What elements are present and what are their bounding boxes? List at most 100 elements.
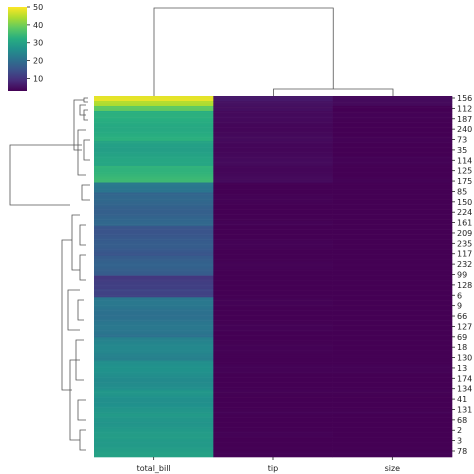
colorbar: 10 20 30 40 50 xyxy=(8,3,43,91)
heatmap-cell xyxy=(213,150,333,153)
heatmap-cell xyxy=(94,388,214,391)
heatmap-cell xyxy=(332,175,453,178)
heatmap-cell xyxy=(332,207,453,210)
heatmap-cell xyxy=(94,127,214,130)
heatmap-cell xyxy=(213,392,333,395)
heatmap-cell xyxy=(332,155,453,158)
heatmap-cell xyxy=(332,115,453,118)
heatmap-cell xyxy=(332,398,453,401)
heatmap-cell xyxy=(332,154,453,157)
heatmap-cell xyxy=(213,227,333,230)
heatmap-cell xyxy=(332,159,453,162)
heatmap-cell xyxy=(94,412,214,415)
heatmap-cell xyxy=(94,169,214,172)
heatmap-cell xyxy=(94,134,214,137)
heatmap-cell xyxy=(332,375,453,378)
heatmap-cell xyxy=(94,405,214,408)
heatmap-cell xyxy=(213,308,333,311)
heatmap-cell xyxy=(213,124,333,127)
heatmap-cell xyxy=(332,180,453,183)
heatmap-cell xyxy=(213,318,333,321)
heatmap-cell xyxy=(332,259,453,261)
heatmap-cell xyxy=(332,237,453,240)
heatmap-cell xyxy=(94,295,214,298)
heatmap-cell xyxy=(332,312,453,315)
heatmap-cell xyxy=(332,199,453,202)
heatmap-cell xyxy=(332,323,453,326)
column-dendrogram-link-tip-size xyxy=(273,88,394,96)
row-label: 209 xyxy=(457,229,472,238)
heatmap-cell xyxy=(213,157,333,160)
heatmap-cell xyxy=(332,219,453,222)
heatmap-cell xyxy=(213,109,333,112)
heatmap-cell xyxy=(332,423,453,426)
heatmap-cell xyxy=(94,200,214,203)
heatmap-cell xyxy=(213,267,333,270)
heatmap-cell xyxy=(94,274,214,276)
heatmap-cell xyxy=(332,413,453,416)
heatmap-cell xyxy=(213,425,333,428)
heatmap-cell xyxy=(94,214,214,217)
row-label: 187 xyxy=(457,115,472,124)
heatmap-cell xyxy=(94,259,214,261)
heatmap-cell xyxy=(94,192,214,195)
heatmap-cell xyxy=(332,393,453,396)
heatmap-cell xyxy=(213,313,333,316)
heatmap-cell xyxy=(94,325,214,328)
heatmap-cell xyxy=(332,333,453,336)
row-dendrogram-top-group-link xyxy=(73,99,84,151)
heatmap-cell xyxy=(213,237,333,240)
heatmap-cell xyxy=(213,212,333,215)
heatmap-cell xyxy=(332,350,453,353)
heatmap-cell xyxy=(332,292,453,295)
heatmap-cell xyxy=(94,249,214,252)
heatmap-cell xyxy=(94,410,214,413)
row-label: 18 xyxy=(457,343,467,352)
heatmap-cell xyxy=(213,209,333,212)
heatmap-cell xyxy=(332,322,453,325)
heatmap-cell xyxy=(94,167,214,170)
heatmap-cell xyxy=(332,179,453,182)
row-dendrogram-lower-cluster-link xyxy=(69,359,80,441)
heatmap-cell xyxy=(332,420,453,423)
heatmap-cell xyxy=(213,184,333,187)
heatmap-cell xyxy=(213,205,333,208)
heatmap-cell xyxy=(94,283,214,286)
heatmap-cell xyxy=(94,303,214,306)
heatmap-cell xyxy=(213,420,333,423)
heatmap-cell xyxy=(332,302,453,305)
row-dendrogram-top-subgroup-link xyxy=(79,104,86,116)
heatmap-cell xyxy=(213,437,333,439)
heatmap-cell xyxy=(94,433,214,436)
heatmap-cell xyxy=(213,104,333,107)
heatmap-cell xyxy=(94,162,214,165)
heatmap-cell xyxy=(332,132,453,135)
heatmap-cell xyxy=(213,355,333,358)
heatmap-cell xyxy=(94,229,214,232)
heatmap-cell xyxy=(213,190,333,193)
heatmap-cell xyxy=(94,428,214,431)
heatmap-cell xyxy=(213,402,333,405)
heatmap-cell xyxy=(213,432,333,435)
heatmap-cell xyxy=(213,155,333,158)
heatmap-cell xyxy=(213,452,333,454)
heatmap-cell xyxy=(94,312,214,315)
heatmap-cell xyxy=(213,353,333,356)
heatmap-cell xyxy=(332,372,453,375)
heatmap-cell xyxy=(213,383,333,386)
heatmap-cell xyxy=(94,237,214,240)
heatmap-cell xyxy=(94,119,214,122)
heatmap-cell xyxy=(332,212,453,215)
heatmap-cell xyxy=(332,280,453,283)
heatmap-cell xyxy=(213,428,333,431)
heatmap-cell xyxy=(213,352,333,355)
row-label: 41 xyxy=(457,395,467,404)
heatmap-cell xyxy=(332,124,453,127)
heatmap-cell xyxy=(213,100,333,103)
heatmap-cell xyxy=(213,378,333,381)
heatmap-cell xyxy=(94,149,214,152)
heatmap-cell xyxy=(332,300,453,303)
heatmap-cell xyxy=(94,445,214,448)
heatmap-cell xyxy=(213,185,333,188)
